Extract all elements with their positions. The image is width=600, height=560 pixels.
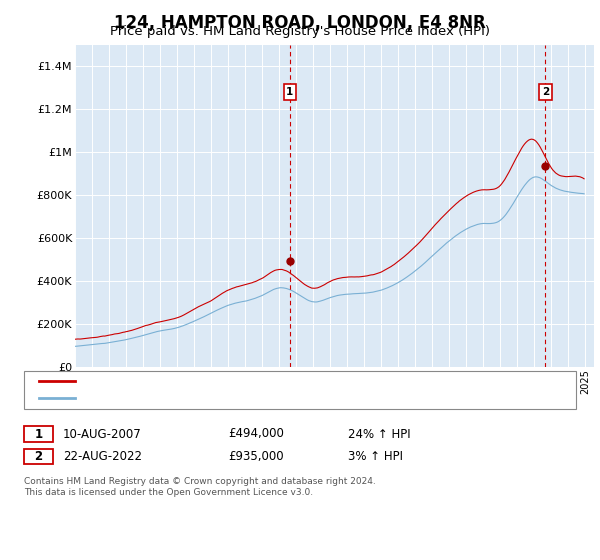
Text: 1: 1 <box>286 87 293 97</box>
Text: 1: 1 <box>34 427 43 441</box>
Text: 124, HAMPTON ROAD, LONDON, E4 8NR: 124, HAMPTON ROAD, LONDON, E4 8NR <box>114 14 486 32</box>
Text: 22-AUG-2022: 22-AUG-2022 <box>63 450 142 463</box>
Text: 10-AUG-2007: 10-AUG-2007 <box>63 427 142 441</box>
Text: HPI: Average price, detached house, Waltham Forest: HPI: Average price, detached house, Walt… <box>81 393 355 403</box>
Text: 2: 2 <box>542 87 549 97</box>
Text: Price paid vs. HM Land Registry's House Price Index (HPI): Price paid vs. HM Land Registry's House … <box>110 25 490 38</box>
Text: 3% ↑ HPI: 3% ↑ HPI <box>348 450 403 463</box>
Text: 124, HAMPTON ROAD, LONDON, E4 8NR (detached house): 124, HAMPTON ROAD, LONDON, E4 8NR (detac… <box>81 376 385 386</box>
Text: £494,000: £494,000 <box>228 427 284 441</box>
Text: Contains HM Land Registry data © Crown copyright and database right 2024.
This d: Contains HM Land Registry data © Crown c… <box>24 477 376 497</box>
Text: 24% ↑ HPI: 24% ↑ HPI <box>348 427 410 441</box>
Text: 2: 2 <box>34 450 43 463</box>
Text: £935,000: £935,000 <box>228 450 284 463</box>
